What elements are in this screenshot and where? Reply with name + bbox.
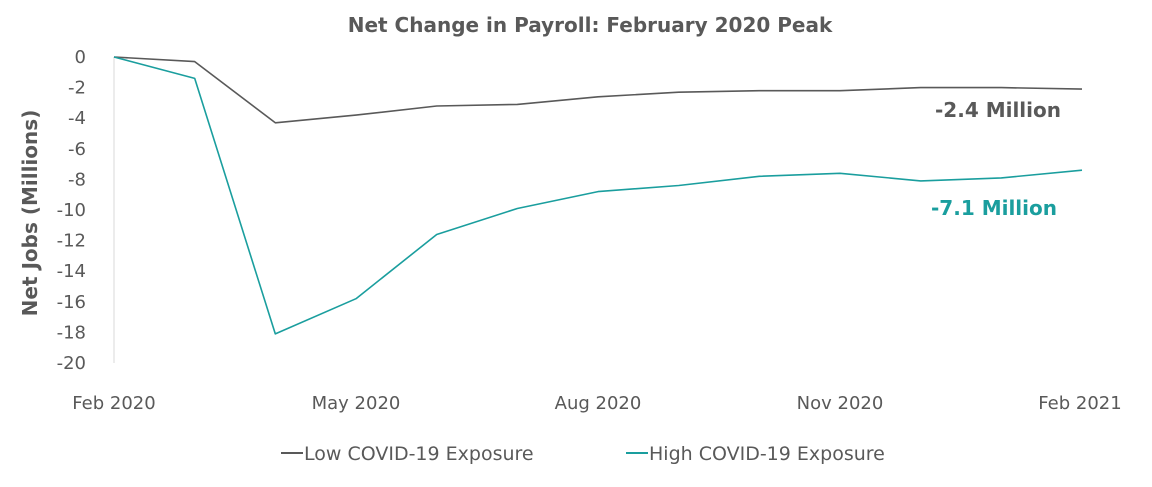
y-tick-label: -16 (57, 292, 86, 313)
legend-label: High COVID-19 Exposure (649, 443, 885, 465)
y-tick-label: -20 (57, 353, 86, 374)
legend-label: Low COVID-19 Exposure (304, 443, 534, 465)
series-lines (113, 56, 1083, 335)
x-tick-label: May 2020 (312, 393, 401, 414)
y-tick-label: -14 (57, 261, 86, 282)
y-tick-label: -2 (68, 78, 86, 99)
y-tick-label: -10 (57, 200, 86, 221)
y-tick-label: -18 (57, 322, 86, 343)
series-end-label: -7.1 Million (931, 196, 1057, 220)
y-axis-label: Net Jobs (Millions) (18, 110, 42, 317)
y-tick-label: 0 (75, 47, 86, 68)
x-tick-label: Aug 2020 (555, 393, 642, 414)
y-tick-label: -12 (57, 231, 86, 252)
chart-title: Net Change in Payroll: February 2020 Pea… (348, 13, 833, 37)
end-labels: -2.4 Million -7.1 Million (931, 98, 1061, 220)
y-tick-label: -6 (68, 139, 86, 160)
x-tick-label: Feb 2020 (72, 393, 155, 414)
y-tick-label: -4 (68, 108, 86, 129)
x-ticks: Feb 2020 May 2020 Aug 2020 Nov 2020 Feb 2021 (72, 393, 1121, 414)
x-tick-label: Feb 2021 (1038, 393, 1121, 414)
series-line-high-exposure (113, 56, 1083, 335)
series-line-low-exposure (113, 56, 1083, 124)
y-tick-label: -8 (68, 169, 86, 190)
legend: Low COVID-19 Exposure High COVID-19 Expos… (281, 443, 885, 465)
y-ticks: 0 -2 -4 -6 -8 -10 -12 -14 -16 -18 -20 (57, 47, 86, 374)
series-end-label: -2.4 Million (935, 98, 1061, 122)
x-tick-label: Nov 2020 (797, 393, 884, 414)
